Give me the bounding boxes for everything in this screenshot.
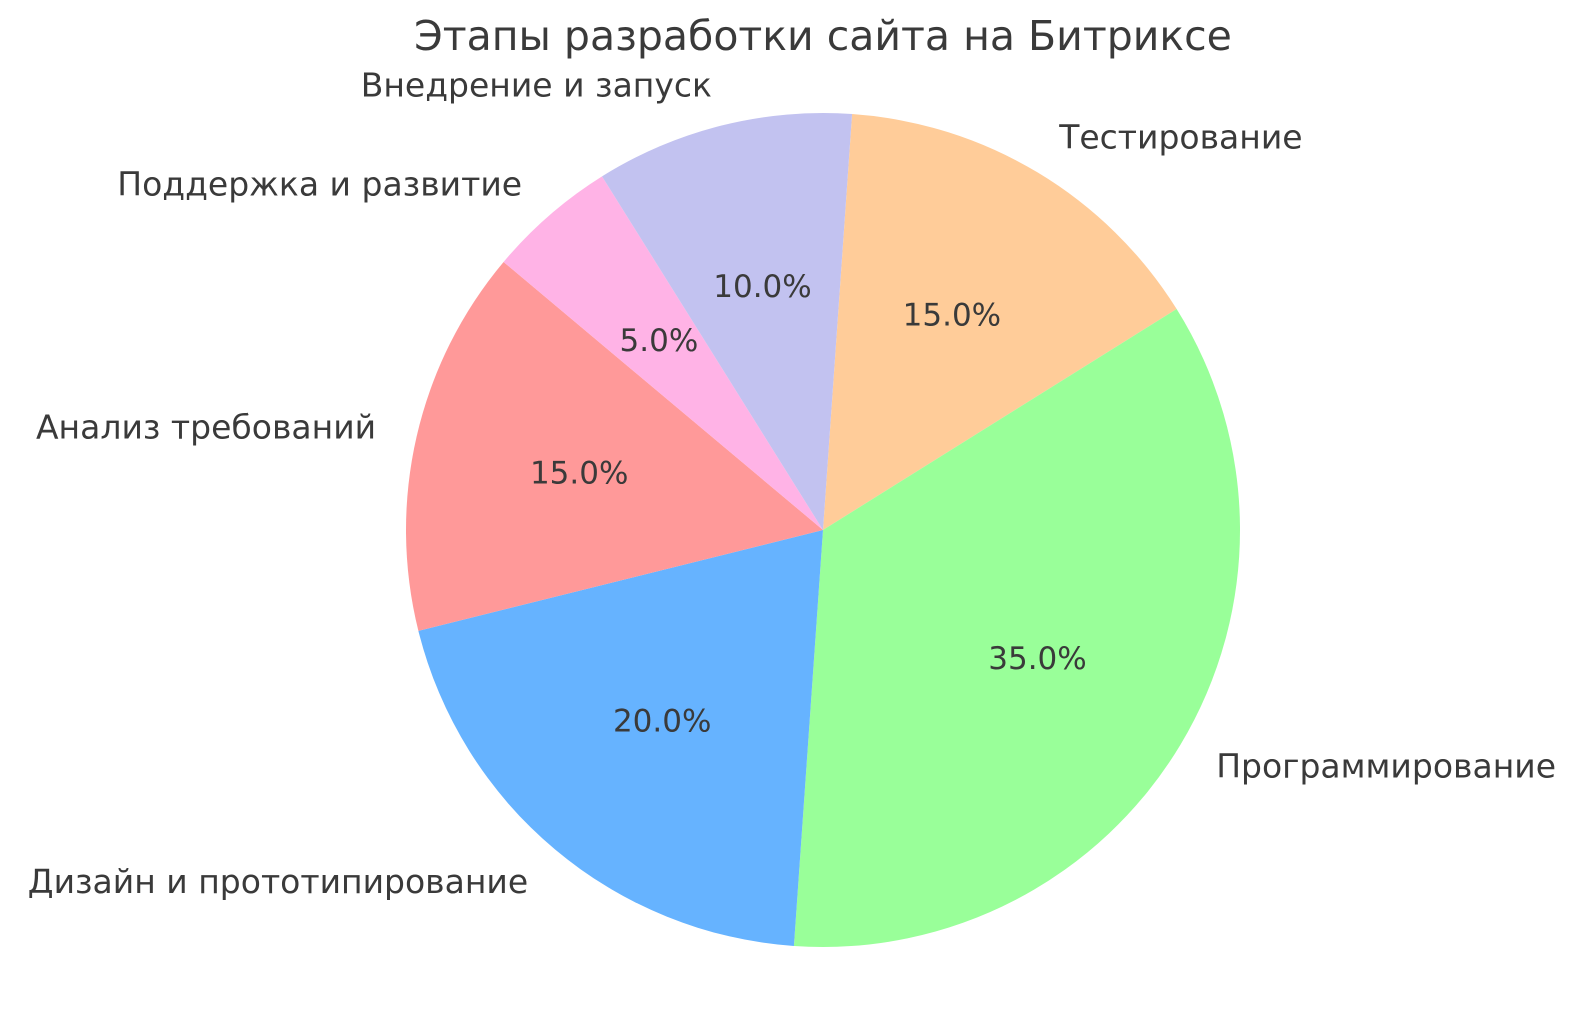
pie-slice-0 xyxy=(823,114,1177,531)
slice-label-3: Анализ требований xyxy=(36,407,376,446)
pct-label-4: 5.0% xyxy=(620,323,699,359)
pct-label-2: 20.0% xyxy=(613,704,711,740)
pct-label-0: 15.0% xyxy=(903,298,1001,334)
pie-slice-1 xyxy=(793,309,1241,947)
pct-label-5: 10.0% xyxy=(713,269,811,305)
slice-label-1: Программирование xyxy=(1216,747,1556,786)
pie-slice-4 xyxy=(503,176,823,531)
pct-label-1: 35.0% xyxy=(988,641,1086,677)
chart-title: Этапы разработки сайта на Битриксе xyxy=(414,12,1232,60)
pct-label-3: 15.0% xyxy=(530,456,628,492)
slice-label-2: Дизайн и прототипирование xyxy=(28,862,528,901)
pie-slice-5 xyxy=(602,113,853,530)
slice-label-0: Тестирование xyxy=(1058,117,1302,156)
pie-slice-2 xyxy=(418,530,823,946)
slice-label-4: Поддержка и развитие xyxy=(117,164,522,203)
pie-slice-3 xyxy=(406,261,823,631)
slice-label-5: Внедрение и запуск xyxy=(361,65,712,104)
